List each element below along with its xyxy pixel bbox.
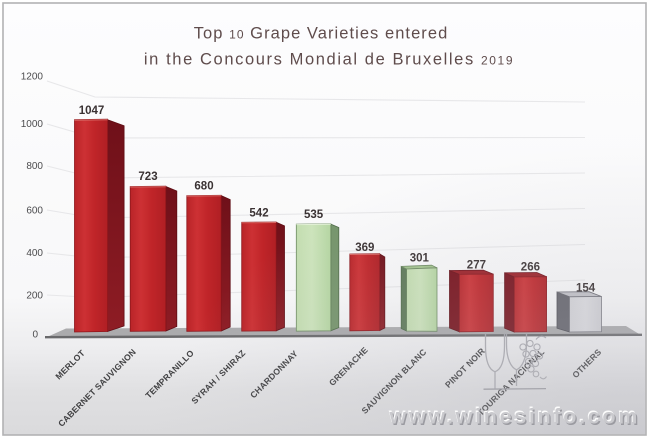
svg-text:www.winesinfo.com: www.winesinfo.com (390, 406, 642, 430)
svg-text:www.winesinfo.com: www.winesinfo.com (389, 405, 641, 429)
svg-text:www.winesinfo.com: www.winesinfo.com (388, 403, 640, 427)
